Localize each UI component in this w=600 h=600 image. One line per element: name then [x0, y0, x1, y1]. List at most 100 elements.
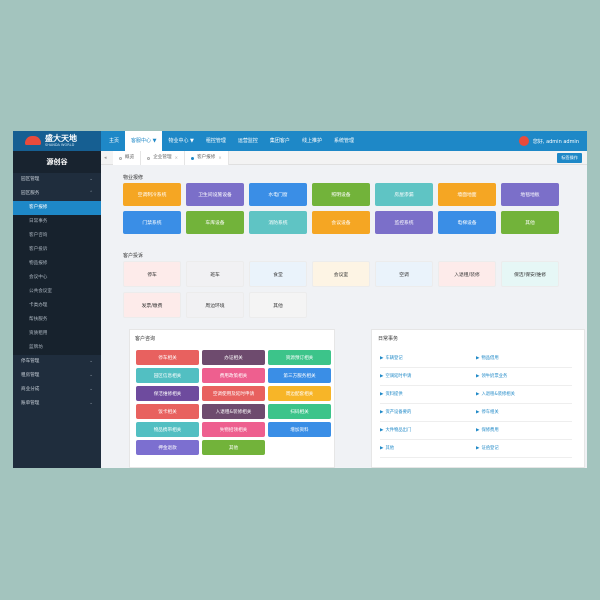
daily-item[interactable]: ▶ 入退租&装修相关	[476, 386, 572, 404]
sidebar-item[interactable]: 客户投诉	[13, 243, 101, 257]
user-avatar-icon[interactable]	[518, 136, 529, 146]
tab[interactable]: 企业管理 ×	[141, 151, 185, 165]
complaint-grid: 停车 班车 食堂 会议室 空调 入退租/装修 保洁/保安/维修发票/缴费 周边环境 其他	[123, 261, 583, 318]
sidebar-group[interactable]: 商业分成 ⌄	[13, 383, 101, 397]
daily-item[interactable]: ▶ 其他	[380, 440, 476, 458]
inquiry-button[interactable]: 保洁维修相关	[136, 386, 199, 401]
top-nav-item[interactable]: 线上推护	[301, 138, 322, 144]
inquiry-button[interactable]: 其他	[202, 440, 265, 455]
tab-scroll-left-icon[interactable]: ◂	[104, 155, 107, 161]
top-nav-item[interactable]: 运营监控	[237, 138, 258, 144]
complaint-card[interactable]: 食堂	[249, 261, 307, 287]
user-greeting[interactable]: 您好, admin admin	[532, 138, 579, 145]
sidebar-item[interactable]: 物品报修	[13, 257, 101, 271]
sidebar-item[interactable]: 卡类办理	[13, 299, 101, 313]
tab[interactable]: 概览	[113, 151, 142, 165]
tab-actions-button[interactable]: 标签操作	[557, 153, 582, 163]
sidebar-item[interactable]: 蓝牌坊	[13, 341, 101, 355]
repair-card[interactable]: 消防系统	[249, 211, 307, 234]
chevron-icon: ⌄	[89, 177, 93, 182]
repair-card[interactable]: 水电门窗	[249, 183, 307, 206]
complaint-card[interactable]: 空调	[375, 261, 433, 287]
repair-card[interactable]: 照明设备	[312, 183, 370, 206]
inquiry-button[interactable]: 资源预订相关	[268, 350, 331, 365]
repair-card[interactable]: 空调制冷系统	[123, 183, 181, 206]
tab[interactable]: 客户报修 ×	[184, 151, 229, 165]
repair-card[interactable]: 电梯设备	[438, 211, 496, 234]
inquiry-button[interactable]: 园区信息相关	[136, 368, 199, 383]
sidebar-item-label: 卡类办理	[29, 303, 48, 308]
repair-card[interactable]: 墙面地面	[438, 183, 496, 206]
repair-card[interactable]: 会议设备	[312, 211, 370, 234]
inquiry-button[interactable]: 入退租&装修相关	[202, 404, 265, 419]
inquiry-button[interactable]: 失物招领相关	[202, 422, 265, 437]
logo[interactable]: 盛大天地 SHANDA WORLD	[13, 131, 101, 151]
sidebar-item[interactable]: 资质租用	[13, 327, 101, 341]
inquiry-button[interactable]: 物品携带相关	[136, 422, 199, 437]
daily-item[interactable]: ▶ 空调延时申请	[380, 368, 476, 386]
close-icon[interactable]: ×	[174, 155, 178, 160]
complaint-card[interactable]: 其他	[249, 292, 307, 318]
daily-item[interactable]: ▶ 领牛奶票业务	[476, 368, 572, 386]
inquiry-button[interactable]: 费用政策相关	[202, 368, 265, 383]
sidebar-item[interactable]: 会议中心	[13, 271, 101, 285]
complaint-card[interactable]: 周边环境	[186, 292, 244, 318]
repair-card[interactable]: 其他	[501, 211, 559, 234]
inquiry-button[interactable]: 增加资料	[268, 422, 331, 437]
repair-card[interactable]: 房屋渗漏	[375, 183, 433, 206]
daily-item[interactable]: ▶ 资料提供	[380, 386, 476, 404]
daily-item[interactable]: ▶ 证函登记	[476, 440, 572, 458]
sidebar-group[interactable]: 园区管理 ⌄	[13, 173, 101, 187]
repair-card[interactable]: 车库设备	[186, 211, 244, 234]
sidebar-item[interactable]: 日常事务	[13, 215, 101, 229]
inquiry-button[interactable]: 扫码相关	[268, 404, 331, 419]
repair-card[interactable]: 卫生间设施设备	[186, 183, 244, 206]
complaint-card[interactable]: 保洁/保安/维修	[501, 261, 559, 287]
inquiry-button[interactable]: 空调使用及延时申请	[202, 386, 265, 401]
daily-item[interactable]: ▶ 物品借用	[476, 350, 572, 368]
sidebar-item[interactable]: 帮扶服务	[13, 313, 101, 327]
sidebar-group[interactable]: 账单管理 ⌄	[13, 397, 101, 411]
sidebar-group[interactable]: 园区服务 ⌃	[13, 187, 101, 201]
user-area[interactable]: 您好, admin admin	[518, 131, 579, 151]
complaint-card[interactable]: 入退租/装修	[438, 261, 496, 287]
top-bar: 盛大天地 SHANDA WORLD 主页 客服中心 ▼ 物业中心 ▼ 租控管理 运营监控…	[13, 131, 587, 151]
daily-item[interactable]: ▶ 保修费用	[476, 422, 572, 440]
sidebar-item[interactable]: 客户咨询	[13, 229, 101, 243]
sidebar-item-label: 资质租用	[29, 331, 48, 336]
chevron-icon: ⌄	[89, 359, 93, 364]
complaint-card[interactable]: 会议室	[312, 261, 370, 287]
daily-item[interactable]: ▶ 大件物品出门	[380, 422, 476, 440]
sidebar-group[interactable]: 租房管理 ⌄	[13, 369, 101, 383]
top-nav-item[interactable]: 租控管理	[205, 138, 226, 144]
inquiry-grid: 停车相关 办证相关 资源预订相关园区信息相关 费用政策相关 第三方服务相关保洁维修相关空…	[136, 350, 331, 455]
complaint-card[interactable]: 班车	[186, 261, 244, 287]
top-nav-item[interactable]: 物业中心 ▼	[168, 138, 194, 144]
close-icon[interactable]: ×	[218, 155, 222, 160]
top-nav-item[interactable]: 集团客户	[269, 138, 290, 144]
sidebar-item-label: 园区管理	[21, 177, 40, 182]
repair-card[interactable]: 地毯地板	[501, 183, 559, 206]
daily-item[interactable]: ▶ 资产设备要的	[380, 404, 476, 422]
repair-card[interactable]: 门禁系统	[123, 211, 181, 234]
inquiry-button[interactable]: 周边配套相关	[268, 386, 331, 401]
inquiry-button[interactable]: 第三方服务相关	[268, 368, 331, 383]
daily-item[interactable]: ▶ 停车相关	[476, 404, 572, 422]
inquiry-button[interactable]: 饭卡相关	[136, 404, 199, 419]
daily-item-label: 入退租&装修相关	[481, 391, 515, 397]
complaint-card[interactable]: 发票/缴费	[123, 292, 181, 318]
inquiry-button[interactable]: 停车相关	[136, 350, 199, 365]
daily-item[interactable]: ▶ 车辆登记	[380, 350, 476, 368]
top-nav-item[interactable]: 系统管理	[333, 138, 354, 144]
repair-card[interactable]: 监控系统	[375, 211, 433, 234]
logo-subtitle: SHANDA WORLD	[45, 143, 75, 147]
daily-item-label: 物品借用	[481, 355, 499, 361]
complaint-card[interactable]: 停车	[123, 261, 181, 287]
sidebar-item[interactable]: 客户报修	[13, 201, 101, 215]
inquiry-button[interactable]: 办证相关	[202, 350, 265, 365]
sidebar-group[interactable]: 停车管理 ⌄	[13, 355, 101, 369]
inquiry-button[interactable]: 押金退款	[136, 440, 199, 455]
sidebar-item[interactable]: 公共会议室	[13, 285, 101, 299]
top-nav-item[interactable]: 主页	[109, 138, 120, 144]
top-nav-item[interactable]: 客服中心 ▼	[125, 131, 163, 151]
